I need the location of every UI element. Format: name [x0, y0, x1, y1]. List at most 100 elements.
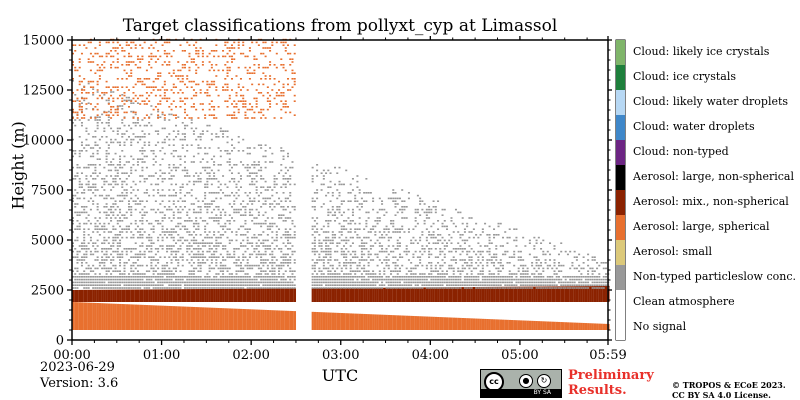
layer-cell: [197, 136, 200, 138]
layer-cell: [172, 175, 175, 177]
layer-cell: [172, 256, 175, 258]
layer-cell: [219, 164, 222, 166]
layer-cell: [148, 133, 151, 135]
layer-cell: [322, 276, 325, 278]
layer-cell: [72, 231, 74, 233]
layer-cell: [87, 267, 90, 270]
layer-cell: [544, 253, 547, 256]
layer-cell: [168, 52, 171, 55]
layer-cell: [493, 234, 496, 236]
layer-cell: [271, 222, 274, 225]
layer-cell: [351, 270, 354, 272]
layer-cell: [123, 273, 126, 275]
layer-cell: [239, 203, 242, 205]
layer-cell: [535, 276, 538, 278]
layer-cell: [260, 186, 263, 188]
layer-cell: [78, 136, 81, 138]
layer-cell: [161, 189, 164, 191]
layer-cell: [452, 270, 455, 272]
layer-cell: [264, 150, 267, 152]
layer-cell: [338, 206, 341, 208]
layer-cell: [163, 52, 166, 55]
layer-cell: [72, 138, 74, 141]
layer-cell: [157, 250, 160, 253]
layer-cell: [289, 200, 292, 202]
layer-cell: [454, 276, 457, 278]
layer-cell: [201, 284, 204, 286]
layer-cell: [248, 278, 251, 281]
layer-cell: [349, 287, 353, 302]
layer-cell: [208, 61, 211, 63]
layer-cell: [161, 147, 164, 149]
layer-cell: [157, 248, 160, 250]
layer-cell: [345, 287, 348, 289]
layer-cell: [195, 287, 198, 289]
layer-cell: [354, 313, 357, 330]
layer-cell: [217, 186, 220, 188]
layer-cell: [204, 242, 207, 244]
layer-cell: [486, 250, 489, 253]
layer-cell: [495, 278, 498, 281]
layer-cell: [313, 206, 316, 208]
layer-cell: [83, 242, 86, 244]
layer-cell: [537, 264, 540, 267]
layer-cell: [157, 305, 160, 330]
layer-cell: [365, 178, 368, 180]
layer-cell: [338, 183, 341, 186]
layer-cell: [175, 256, 178, 258]
layer-cell: [150, 86, 153, 88]
layer-cell: [253, 200, 256, 202]
layer-cell: [284, 270, 287, 272]
layer-cell: [96, 83, 99, 86]
layer-cell: [186, 124, 189, 127]
layer-cell: [233, 287, 236, 289]
layer-cell: [336, 287, 339, 289]
layer-cell: [89, 147, 92, 149]
layer-cell: [89, 80, 92, 83]
layer-cell: [392, 270, 395, 272]
layer-cell: [457, 278, 460, 281]
layer-cell: [96, 287, 99, 289]
layer-cell: [219, 242, 222, 244]
layer-cell: [110, 303, 113, 330]
layer-cell: [289, 262, 292, 264]
layer-cell: [107, 208, 110, 211]
layer-cell: [210, 253, 213, 256]
layer-cell: [349, 262, 352, 264]
layer-cell: [231, 217, 234, 219]
layer-cell: [181, 78, 184, 80]
layer-cell: [136, 287, 139, 289]
layer-cell: [87, 200, 90, 202]
layer-cell: [428, 276, 431, 278]
layer-cell: [172, 200, 175, 202]
layer-cell: [365, 287, 368, 289]
layer-cell: [244, 276, 247, 278]
layer-cell: [134, 208, 137, 211]
layer-cell: [134, 111, 137, 114]
layer-cell: [121, 289, 124, 302]
layer-cell: [358, 284, 361, 286]
layer-cell: [148, 78, 151, 80]
layer-cell: [145, 289, 149, 302]
layer-cell: [139, 94, 142, 97]
layer-cell: [170, 228, 173, 230]
layer-cell: [179, 236, 182, 239]
layer-cell: [239, 234, 242, 236]
layer-cell: [271, 189, 274, 191]
layer-cell: [316, 273, 319, 275]
layer-cell: [141, 80, 144, 83]
layer-cell: [181, 80, 184, 83]
layer-cell: [419, 287, 422, 302]
layer-cell: [132, 236, 135, 239]
layer-cell: [96, 267, 99, 270]
layer-cell: [219, 278, 222, 281]
layer-cell: [345, 236, 348, 239]
layer-cell: [448, 317, 451, 330]
layer-cell: [253, 250, 256, 253]
layer-cell: [470, 273, 473, 275]
layer-cell: [172, 273, 175, 275]
layer-cell: [356, 200, 359, 202]
layer-cell: [580, 284, 583, 286]
layer-cell: [83, 78, 86, 80]
layer-cell: [497, 287, 500, 289]
